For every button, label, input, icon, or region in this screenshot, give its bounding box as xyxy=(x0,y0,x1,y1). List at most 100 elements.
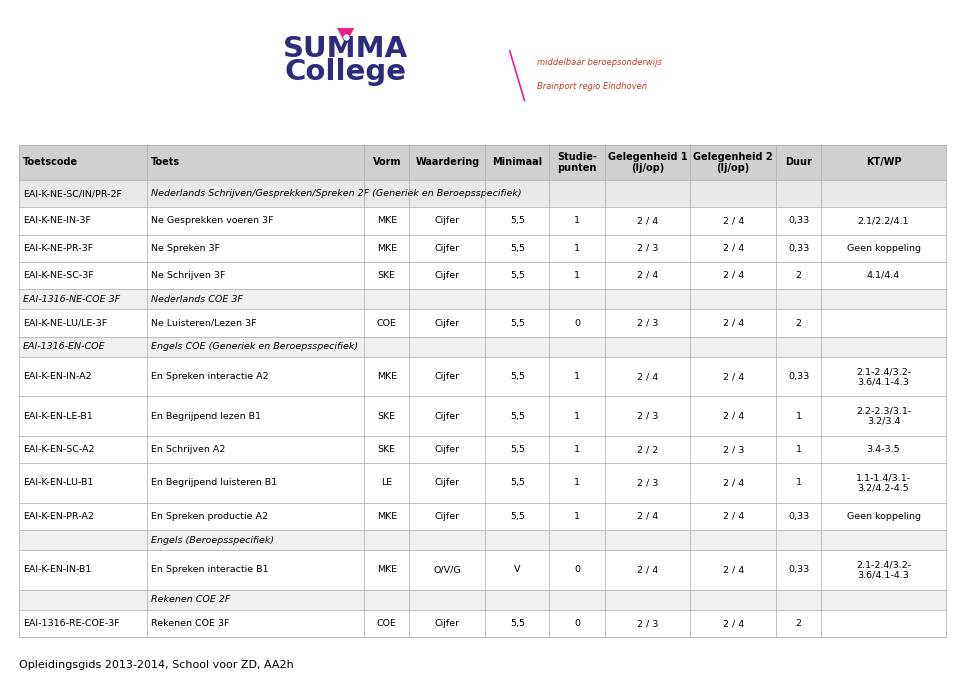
Text: 5,5: 5,5 xyxy=(510,412,525,421)
Bar xyxy=(19,337,946,357)
Text: 2 / 4: 2 / 4 xyxy=(636,566,659,575)
Bar xyxy=(19,610,946,637)
Text: SUMMA: SUMMA xyxy=(283,34,408,63)
Text: Cijfer: Cijfer xyxy=(435,318,460,327)
Bar xyxy=(19,309,946,337)
Text: EAI-K-NE-IN-3F: EAI-K-NE-IN-3F xyxy=(23,216,91,225)
Text: Vorm: Vorm xyxy=(372,157,401,167)
Text: College: College xyxy=(284,58,407,86)
Text: 2 / 4: 2 / 4 xyxy=(723,318,744,327)
Text: O/V/G: O/V/G xyxy=(434,566,461,575)
Text: SKE: SKE xyxy=(378,271,396,280)
Text: EAI-K-EN-PR-A2: EAI-K-EN-PR-A2 xyxy=(23,512,94,521)
Text: Toets: Toets xyxy=(151,157,180,167)
Text: EAI-K-EN-IN-A2: EAI-K-EN-IN-A2 xyxy=(23,372,91,381)
Text: 0,33: 0,33 xyxy=(788,244,809,253)
Bar xyxy=(147,145,364,180)
Bar xyxy=(19,289,946,309)
Text: EAI-K-NE-LU/LE-3F: EAI-K-NE-LU/LE-3F xyxy=(23,318,108,327)
Text: 3.4-3.5: 3.4-3.5 xyxy=(867,445,900,454)
Text: 1: 1 xyxy=(796,478,802,487)
Text: 0,33: 0,33 xyxy=(788,512,809,521)
Text: Engels COE (Generiek en Beroepsspecifiek): Engels COE (Generiek en Beroepsspecifiek… xyxy=(151,342,358,351)
Text: COE: COE xyxy=(377,318,396,327)
Text: En Spreken interactie A2: En Spreken interactie A2 xyxy=(151,372,269,381)
Text: 1.1-1.4/3.1-
3.2/4.2-4.5: 1.1-1.4/3.1- 3.2/4.2-4.5 xyxy=(856,473,911,493)
Text: Cijfer: Cijfer xyxy=(435,445,460,454)
Text: SKE: SKE xyxy=(378,445,396,454)
Text: Geen koppeling: Geen koppeling xyxy=(847,512,921,521)
Text: EAI-K-EN-IN-B1: EAI-K-EN-IN-B1 xyxy=(23,566,91,575)
Text: 2 / 4: 2 / 4 xyxy=(723,619,744,628)
Text: 5,5: 5,5 xyxy=(510,271,525,280)
Text: 2.1/2.2/4.1: 2.1/2.2/4.1 xyxy=(858,216,909,225)
Text: EAI-K-NE-SC-3F: EAI-K-NE-SC-3F xyxy=(23,271,94,280)
Text: 1: 1 xyxy=(574,216,580,225)
Text: Rekenen COE 2F: Rekenen COE 2F xyxy=(151,595,230,604)
Text: 5,5: 5,5 xyxy=(510,244,525,253)
Text: 5,5: 5,5 xyxy=(510,216,525,225)
Text: 5,5: 5,5 xyxy=(510,619,525,628)
Bar xyxy=(364,145,410,180)
Text: Brainport regio Eindhoven: Brainport regio Eindhoven xyxy=(538,83,647,92)
Text: 1: 1 xyxy=(574,372,580,381)
Bar xyxy=(19,436,946,463)
Text: Cijfer: Cijfer xyxy=(435,619,460,628)
Text: 2 / 4: 2 / 4 xyxy=(723,478,744,487)
Bar xyxy=(19,551,946,590)
Text: 1: 1 xyxy=(574,244,580,253)
Text: Cijfer: Cijfer xyxy=(435,412,460,421)
Text: En Begrijpend lezen B1: En Begrijpend lezen B1 xyxy=(151,412,261,421)
Text: Studie-
punten: Studie- punten xyxy=(557,152,597,173)
Text: 2.2-2.3/3.1-
3.2/3.4: 2.2-2.3/3.1- 3.2/3.4 xyxy=(856,407,911,426)
Text: COE: COE xyxy=(377,619,396,628)
Text: 2 / 2: 2 / 2 xyxy=(636,445,659,454)
Bar xyxy=(19,207,946,234)
Text: SKE: SKE xyxy=(378,412,396,421)
Bar xyxy=(776,145,822,180)
Text: 5,5: 5,5 xyxy=(510,318,525,327)
Text: 2 / 3: 2 / 3 xyxy=(636,478,659,487)
Text: Nederlands COE 3F: Nederlands COE 3F xyxy=(151,295,243,304)
Text: EAI-1316-RE-COE-3F: EAI-1316-RE-COE-3F xyxy=(23,619,120,628)
Bar xyxy=(19,234,946,262)
Text: LE: LE xyxy=(381,478,393,487)
Text: MKE: MKE xyxy=(376,244,396,253)
Polygon shape xyxy=(337,28,354,44)
Bar xyxy=(486,145,549,180)
Text: 2 / 3: 2 / 3 xyxy=(636,619,659,628)
Text: Engels (Beroepsspecifiek): Engels (Beroepsspecifiek) xyxy=(151,535,275,544)
Text: 0: 0 xyxy=(574,566,580,575)
Text: 1: 1 xyxy=(574,412,580,421)
Text: 0: 0 xyxy=(574,619,580,628)
Text: 1: 1 xyxy=(796,445,802,454)
Text: middelbaar beroepsonderwijs: middelbaar beroepsonderwijs xyxy=(538,58,662,67)
Text: EAI-K-EN-LE-B1: EAI-K-EN-LE-B1 xyxy=(23,412,93,421)
Text: 2 / 4: 2 / 4 xyxy=(723,244,744,253)
Text: Cijfer: Cijfer xyxy=(435,271,460,280)
Text: 4.1/4.4: 4.1/4.4 xyxy=(867,271,900,280)
Text: 0,33: 0,33 xyxy=(788,216,809,225)
Text: 5,5: 5,5 xyxy=(510,445,525,454)
Text: Cijfer: Cijfer xyxy=(435,478,460,487)
Text: 2 / 4: 2 / 4 xyxy=(723,566,744,575)
Text: V: V xyxy=(515,566,520,575)
Text: Gelegenheid 2
(lj/op): Gelegenheid 2 (lj/op) xyxy=(693,152,773,173)
Text: 2 / 4: 2 / 4 xyxy=(636,216,659,225)
Text: 2 / 3: 2 / 3 xyxy=(636,244,659,253)
Text: 2: 2 xyxy=(796,619,802,628)
Text: 0,33: 0,33 xyxy=(788,372,809,381)
Text: Ne Luisteren/Lezen 3F: Ne Luisteren/Lezen 3F xyxy=(151,318,256,327)
Bar xyxy=(605,145,690,180)
Text: 2 / 4: 2 / 4 xyxy=(723,216,744,225)
Text: En Begrijpend luisteren B1: En Begrijpend luisteren B1 xyxy=(151,478,277,487)
Text: MKE: MKE xyxy=(376,566,396,575)
Text: Ne Gesprekken voeren 3F: Ne Gesprekken voeren 3F xyxy=(151,216,274,225)
Bar xyxy=(19,396,946,436)
Text: 1: 1 xyxy=(574,271,580,280)
Text: Toetscode: Toetscode xyxy=(23,157,78,167)
Bar xyxy=(19,357,946,396)
Text: Duur: Duur xyxy=(785,157,812,167)
Text: 1: 1 xyxy=(796,412,802,421)
Bar xyxy=(19,145,147,180)
